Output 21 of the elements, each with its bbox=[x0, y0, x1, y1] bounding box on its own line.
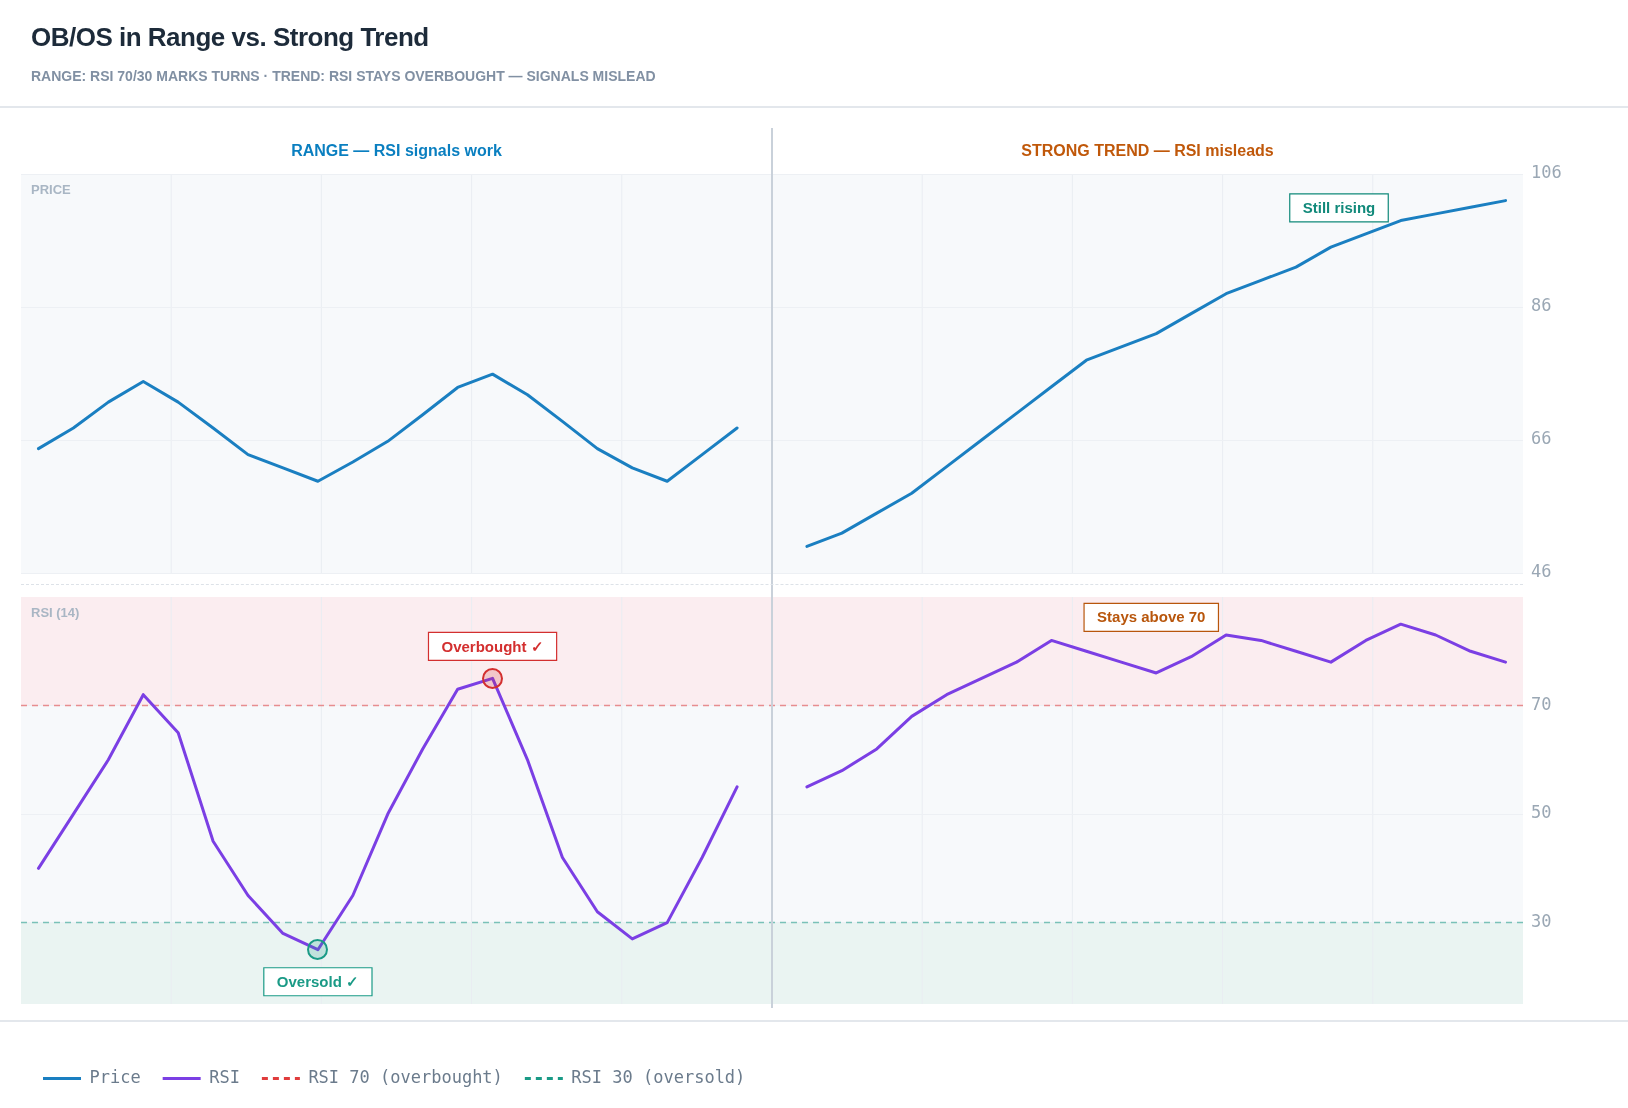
text: Price bbox=[89, 1066, 141, 1087]
y-axis-title: RSI (14) bbox=[31, 605, 80, 621]
annotation: Stays above 70 bbox=[1097, 608, 1206, 626]
chart-title: OB/OS in Range vs. Strong Trend bbox=[31, 22, 429, 53]
text: RANGE — RSI signals work bbox=[291, 142, 502, 160]
annotation: Oversold ✓ bbox=[276, 972, 360, 990]
text: STRONG TREND — RSI misleads bbox=[1021, 142, 1274, 160]
y-tick-label: 30 bbox=[1531, 911, 1552, 932]
legend-label: RSI bbox=[209, 1066, 240, 1087]
annotation: Still rising bbox=[1302, 199, 1376, 217]
annotation: Overbought ✓ bbox=[441, 637, 544, 655]
legend-label: RSI 70 (overbought) bbox=[308, 1066, 503, 1087]
y-axis-title: PRICE bbox=[31, 182, 72, 198]
y-tick-label: 86 bbox=[1531, 295, 1552, 316]
chart-subtitle: RANGE: RSI 70/30 MARKS TURNS · TREND: RSI STAYS OVERBOUGHT — SIGNALS MISLEAD bbox=[31, 68, 656, 84]
y-tick-label: 66 bbox=[1531, 428, 1552, 449]
y-tick-label: 50 bbox=[1531, 802, 1552, 823]
legend-label: RSI 30 (oversold) bbox=[571, 1066, 746, 1087]
y-tick-label: 70 bbox=[1531, 693, 1552, 714]
y-tick-label: 46 bbox=[1531, 561, 1552, 582]
y-tick-label: 106 bbox=[1531, 162, 1562, 183]
